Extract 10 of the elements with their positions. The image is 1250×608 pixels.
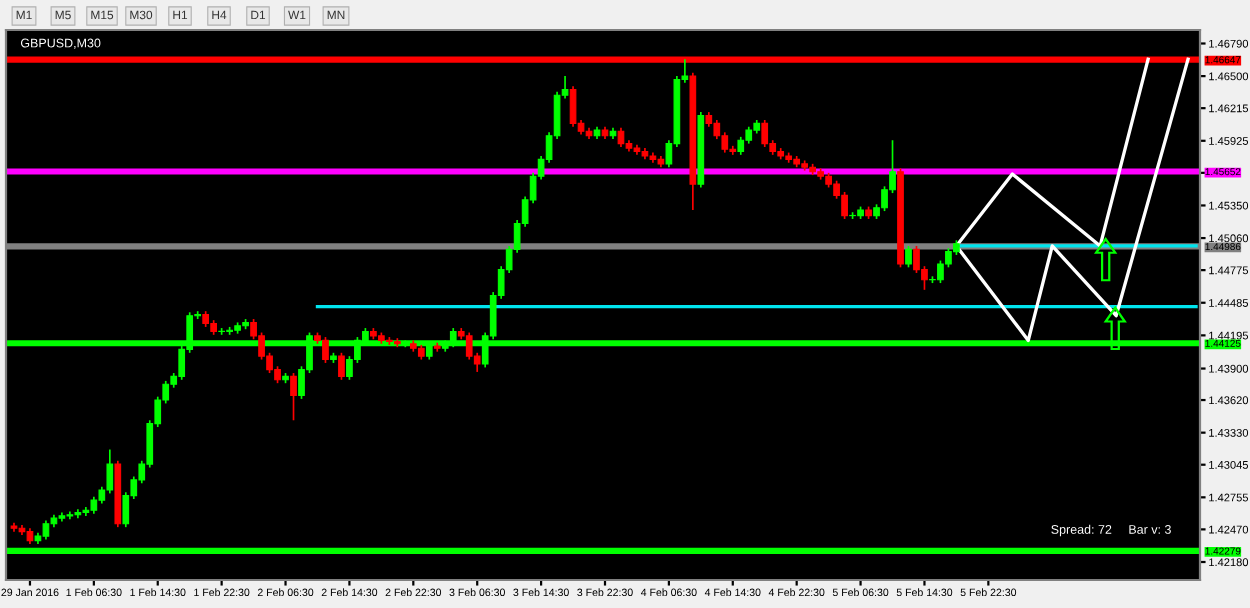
candlestick bbox=[569, 85, 577, 128]
candlestick bbox=[42, 519, 50, 541]
candlestick bbox=[905, 245, 912, 269]
candlestick bbox=[841, 191, 848, 220]
candlestick bbox=[338, 351, 345, 381]
candlestick bbox=[290, 372, 297, 422]
candlestick bbox=[937, 259, 944, 284]
candlestick bbox=[761, 119, 769, 148]
candlestick bbox=[322, 336, 329, 364]
candlestick bbox=[913, 245, 920, 274]
